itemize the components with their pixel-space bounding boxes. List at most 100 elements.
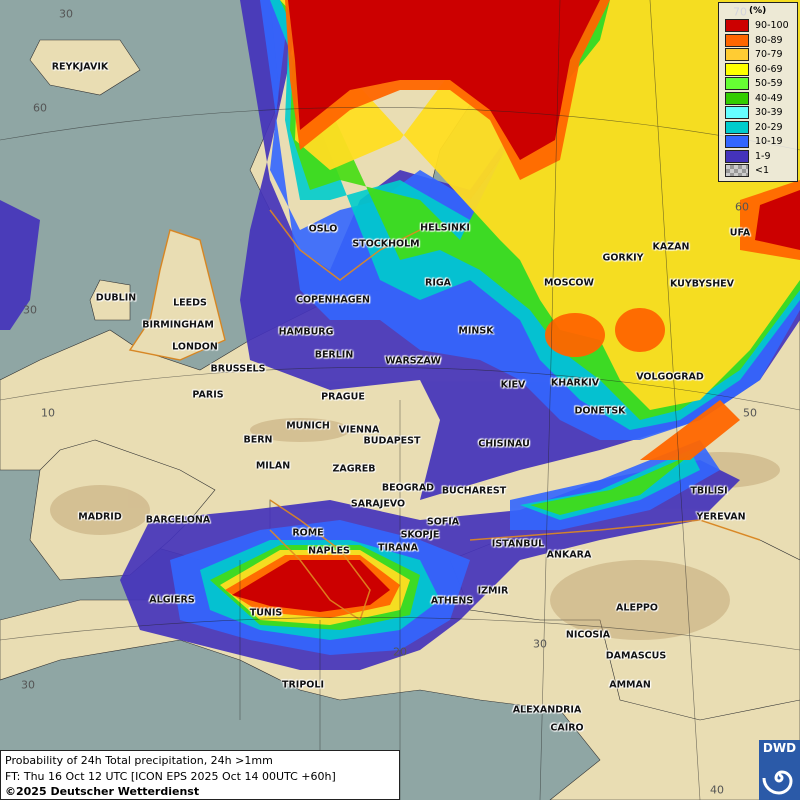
- map-title: Probability of 24h Total precipitation, …: [5, 754, 273, 767]
- legend-label: 10-19: [755, 136, 783, 147]
- legend-label: 40-49: [755, 92, 783, 104]
- city-label: MUNICH: [286, 420, 330, 432]
- city-label: TRIPOLI: [282, 679, 324, 691]
- city-label: KIEV: [500, 379, 526, 391]
- city-label: SKOPJE: [400, 529, 440, 541]
- city-label: SARAJEVO: [350, 498, 406, 510]
- legend-swatch: [725, 19, 749, 32]
- legend-label: 90-100: [755, 20, 789, 31]
- city-label: VOLGOGRAD: [636, 371, 704, 383]
- legend-item: 10-19: [725, 135, 795, 148]
- city-label: COPENHAGEN: [296, 294, 370, 306]
- grid-label: 30: [59, 7, 73, 21]
- grid-label: 30: [23, 303, 37, 317]
- city-label: BIRMINGHAM: [142, 319, 214, 331]
- city-label: BUDAPEST: [363, 435, 421, 447]
- grid-label: 60: [735, 200, 749, 214]
- dwd-logo: DWD: [759, 740, 800, 800]
- grid-label: 10: [41, 406, 55, 420]
- city-label: RIGA: [425, 277, 451, 289]
- city-label: BEOGRAD: [381, 482, 435, 494]
- legend-swatch: [725, 77, 749, 90]
- city-label: BERLIN: [314, 349, 354, 361]
- city-label: YEREVAN: [696, 511, 746, 523]
- city-label: IZMIR: [477, 585, 509, 597]
- city-label: MILAN: [255, 460, 291, 472]
- city-label: CAIRO: [550, 722, 584, 734]
- legend-swatch: [725, 33, 749, 47]
- city-label: PRAGUE: [321, 391, 365, 403]
- city-label: KHARKIV: [550, 377, 600, 389]
- city-label: ALEPPO: [616, 602, 658, 614]
- city-label: TIRANA: [378, 542, 418, 554]
- info-box: Probability of 24h Total precipitation, …: [0, 750, 400, 800]
- legend-item: 80-89: [725, 33, 795, 47]
- city-label: KUYBYSHEV: [669, 278, 735, 290]
- city-label: ALEXANDRIA: [512, 704, 582, 716]
- city-label: ATHENS: [430, 595, 474, 607]
- legend-swatch: [725, 62, 749, 76]
- legend-item: 20-29: [725, 120, 795, 134]
- city-label: ZAGREB: [332, 463, 376, 475]
- legend-item: 60-69: [725, 62, 795, 76]
- dwd-logo-text: DWD: [762, 741, 797, 755]
- grid-label: 50: [743, 406, 757, 420]
- legend-item: 1-9: [725, 149, 795, 163]
- grid-label: 30: [533, 637, 547, 651]
- legend-item: 40-49: [725, 91, 795, 105]
- city-label: NAPLES: [308, 545, 350, 557]
- precip-90-100: [232, 0, 800, 612]
- city-label: ANKARA: [546, 549, 592, 561]
- city-label: OSLO: [308, 223, 338, 235]
- city-label: UFA: [729, 227, 751, 239]
- city-label: DUBLIN: [95, 292, 137, 304]
- grid-label: 30: [21, 678, 35, 692]
- city-label: TBILISI: [690, 485, 728, 497]
- legend-unit: (%): [749, 6, 767, 16]
- legend-label: 60-69: [755, 63, 783, 75]
- legend-label: 20-29: [755, 121, 783, 133]
- legend-label: <1: [755, 165, 770, 176]
- city-label: GORKIY: [602, 252, 644, 264]
- city-label: TUNIS: [249, 607, 283, 619]
- city-label: BRUSSELS: [210, 363, 266, 375]
- city-label: MADRID: [78, 511, 122, 523]
- grid-label: 60: [33, 101, 47, 115]
- legend-swatch: [725, 135, 749, 148]
- legend-item: 70-79: [725, 48, 795, 61]
- city-label: WARSZAW: [385, 355, 441, 367]
- city-label: SOFIA: [426, 516, 460, 528]
- legend-item: 30-39: [725, 106, 795, 119]
- forecast-time: FT: Thu 16 Oct 12 UTC [ICON EPS 2025 Oct…: [5, 769, 336, 783]
- city-label: AMMAN: [609, 679, 651, 691]
- legend-label: 50-59: [755, 78, 783, 89]
- legend-label: 80-89: [755, 34, 783, 46]
- city-label: DONETSK: [574, 405, 626, 417]
- city-label: PARIS: [192, 389, 224, 401]
- city-label: ROME: [292, 527, 324, 539]
- city-label: ISTANBUL: [491, 538, 545, 550]
- legend-swatch: [725, 149, 749, 163]
- city-label: LEEDS: [173, 297, 207, 309]
- city-label: STOCKHOLM: [352, 238, 420, 250]
- legend-label: 70-79: [755, 49, 783, 60]
- city-label: REYKJAVIK: [51, 61, 109, 73]
- city-label: ALGIERS: [149, 594, 195, 606]
- coastline-overlay: [128, 209, 761, 622]
- city-label: NICOSIA: [565, 629, 611, 641]
- city-label: VIENNA: [338, 424, 380, 436]
- legend-swatch: [725, 91, 749, 105]
- legend-item: <1: [725, 164, 795, 177]
- legend: (%) 90-100 80-89 70-79 60-69 50-59 40-49 30-39…: [718, 2, 798, 182]
- city-label: KAZAN: [652, 241, 690, 253]
- city-label: MINSK: [458, 325, 494, 337]
- legend-item: 90-100: [725, 19, 795, 32]
- legend-item: 50-59: [725, 77, 795, 90]
- legend-label: 1-9: [755, 150, 771, 162]
- city-label: BUCHAREST: [441, 485, 507, 497]
- city-label: CHISINAU: [478, 438, 530, 450]
- city-label: MOSCOW: [544, 277, 594, 289]
- legend-swatch: [725, 106, 749, 119]
